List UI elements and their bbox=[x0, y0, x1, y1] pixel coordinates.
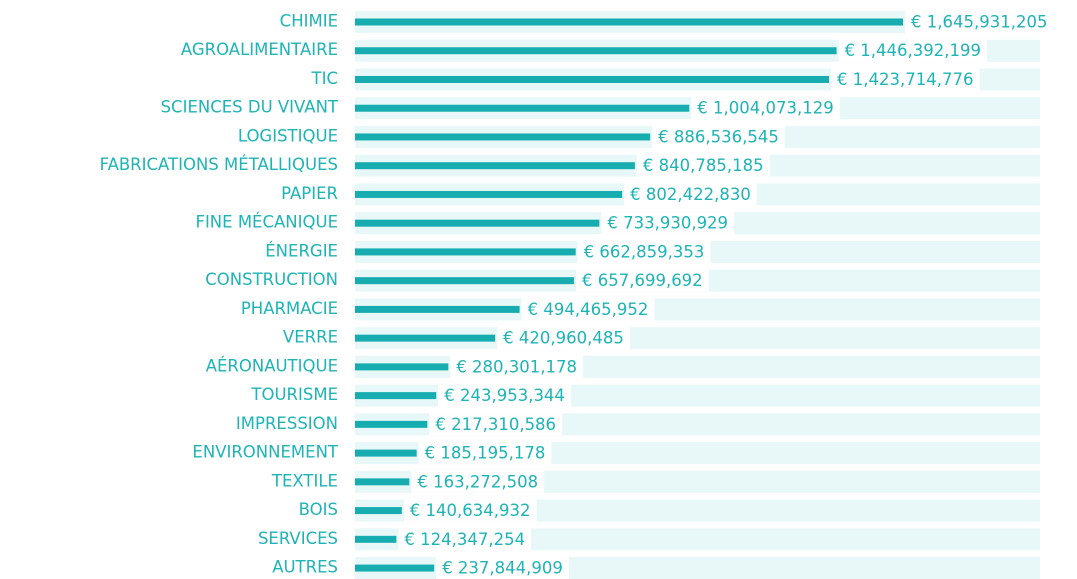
value-label-bg bbox=[398, 528, 532, 551]
category-label: LOGISTIQUE bbox=[238, 126, 338, 145]
category-label: AGROALIMENTAIRE bbox=[181, 40, 338, 59]
bar bbox=[355, 507, 402, 515]
bar bbox=[355, 449, 417, 457]
category-label: AÉRONAUTIQUE bbox=[206, 356, 338, 375]
value-label: € 1,423,714,776 bbox=[837, 70, 973, 89]
value-label: € 802,422,830 bbox=[630, 185, 751, 204]
category-label: CHIMIE bbox=[280, 12, 338, 31]
value-label: € 1,446,392,199 bbox=[845, 41, 981, 60]
category-label: IMPRESSION bbox=[236, 414, 338, 433]
value-label: € 280,301,178 bbox=[456, 357, 577, 376]
value-label: € 163,272,508 bbox=[417, 472, 538, 491]
category-label: SCIENCES DU VIVANT bbox=[161, 98, 339, 117]
category-label: AUTRES bbox=[272, 558, 338, 577]
value-label-bg bbox=[438, 384, 571, 407]
value-label-bg bbox=[411, 470, 545, 493]
bar bbox=[355, 392, 437, 400]
value-label-bg bbox=[521, 298, 655, 321]
bar bbox=[355, 190, 623, 198]
value-label: € 185,195,178 bbox=[425, 444, 546, 463]
bar bbox=[355, 162, 635, 170]
bar bbox=[355, 219, 600, 227]
value-label-bg bbox=[429, 413, 563, 436]
bar bbox=[355, 564, 435, 572]
value-label-bg bbox=[652, 125, 785, 148]
value-label-bg bbox=[601, 212, 735, 235]
value-label: € 420,960,485 bbox=[503, 329, 624, 348]
category-label: ÉNERGIE bbox=[265, 241, 338, 260]
value-label-bg bbox=[577, 240, 711, 263]
value-label: € 840,785,185 bbox=[643, 156, 764, 175]
category-label: VERRE bbox=[283, 328, 338, 347]
value-label: € 1,645,931,205 bbox=[911, 13, 1047, 32]
bar bbox=[355, 248, 576, 256]
value-label-bg bbox=[905, 11, 1054, 33]
bar bbox=[355, 75, 830, 83]
bar bbox=[355, 420, 428, 428]
value-label: € 1,004,073,129 bbox=[697, 99, 833, 118]
value-label-bg bbox=[497, 327, 630, 350]
value-label-bg bbox=[624, 183, 757, 206]
value-label-bg bbox=[418, 442, 552, 465]
value-label-bg bbox=[838, 39, 988, 62]
value-label: € 243,953,344 bbox=[444, 386, 565, 405]
category-label: TIC bbox=[311, 69, 338, 88]
value-label: € 124,347,254 bbox=[404, 530, 525, 549]
bar bbox=[355, 478, 410, 486]
value-label: € 217,310,586 bbox=[435, 415, 556, 434]
category-label: TEXTILE bbox=[271, 471, 338, 490]
value-label-bg bbox=[636, 154, 770, 177]
value-label: € 657,699,692 bbox=[582, 271, 703, 290]
bar bbox=[355, 47, 837, 55]
category-label: PHARMACIE bbox=[241, 299, 338, 318]
value-label: € 662,859,353 bbox=[584, 242, 705, 261]
category-label: SERVICES bbox=[258, 529, 338, 548]
value-label-bg bbox=[436, 557, 569, 579]
bar bbox=[355, 133, 651, 141]
bar bbox=[355, 334, 496, 342]
category-label: TOURISME bbox=[250, 385, 338, 404]
bar bbox=[355, 363, 449, 371]
value-label-bg bbox=[403, 499, 537, 522]
bar bbox=[355, 104, 690, 112]
value-label-bg bbox=[450, 355, 584, 378]
bar bbox=[355, 305, 520, 313]
category-label: ENVIRONNEMENT bbox=[192, 443, 338, 462]
category-label: FABRICATIONS MÉTALLIQUES bbox=[100, 155, 338, 174]
bar bbox=[355, 535, 397, 543]
value-label-bg bbox=[691, 97, 840, 120]
value-label: € 237,844,909 bbox=[442, 559, 563, 578]
value-label-bg bbox=[575, 269, 709, 292]
bar bbox=[355, 18, 903, 26]
category-label: PAPIER bbox=[281, 184, 338, 203]
value-label-bg bbox=[831, 68, 980, 91]
value-label: € 886,536,545 bbox=[658, 127, 779, 146]
value-label: € 140,634,932 bbox=[410, 501, 531, 520]
value-label: € 733,930,929 bbox=[607, 214, 728, 233]
category-label: CONSTRUCTION bbox=[205, 270, 338, 289]
value-label: € 494,465,952 bbox=[528, 300, 649, 319]
category-label: FINE MÉCANIQUE bbox=[195, 213, 338, 232]
category-label: BOIS bbox=[299, 500, 338, 519]
bar bbox=[355, 277, 574, 285]
